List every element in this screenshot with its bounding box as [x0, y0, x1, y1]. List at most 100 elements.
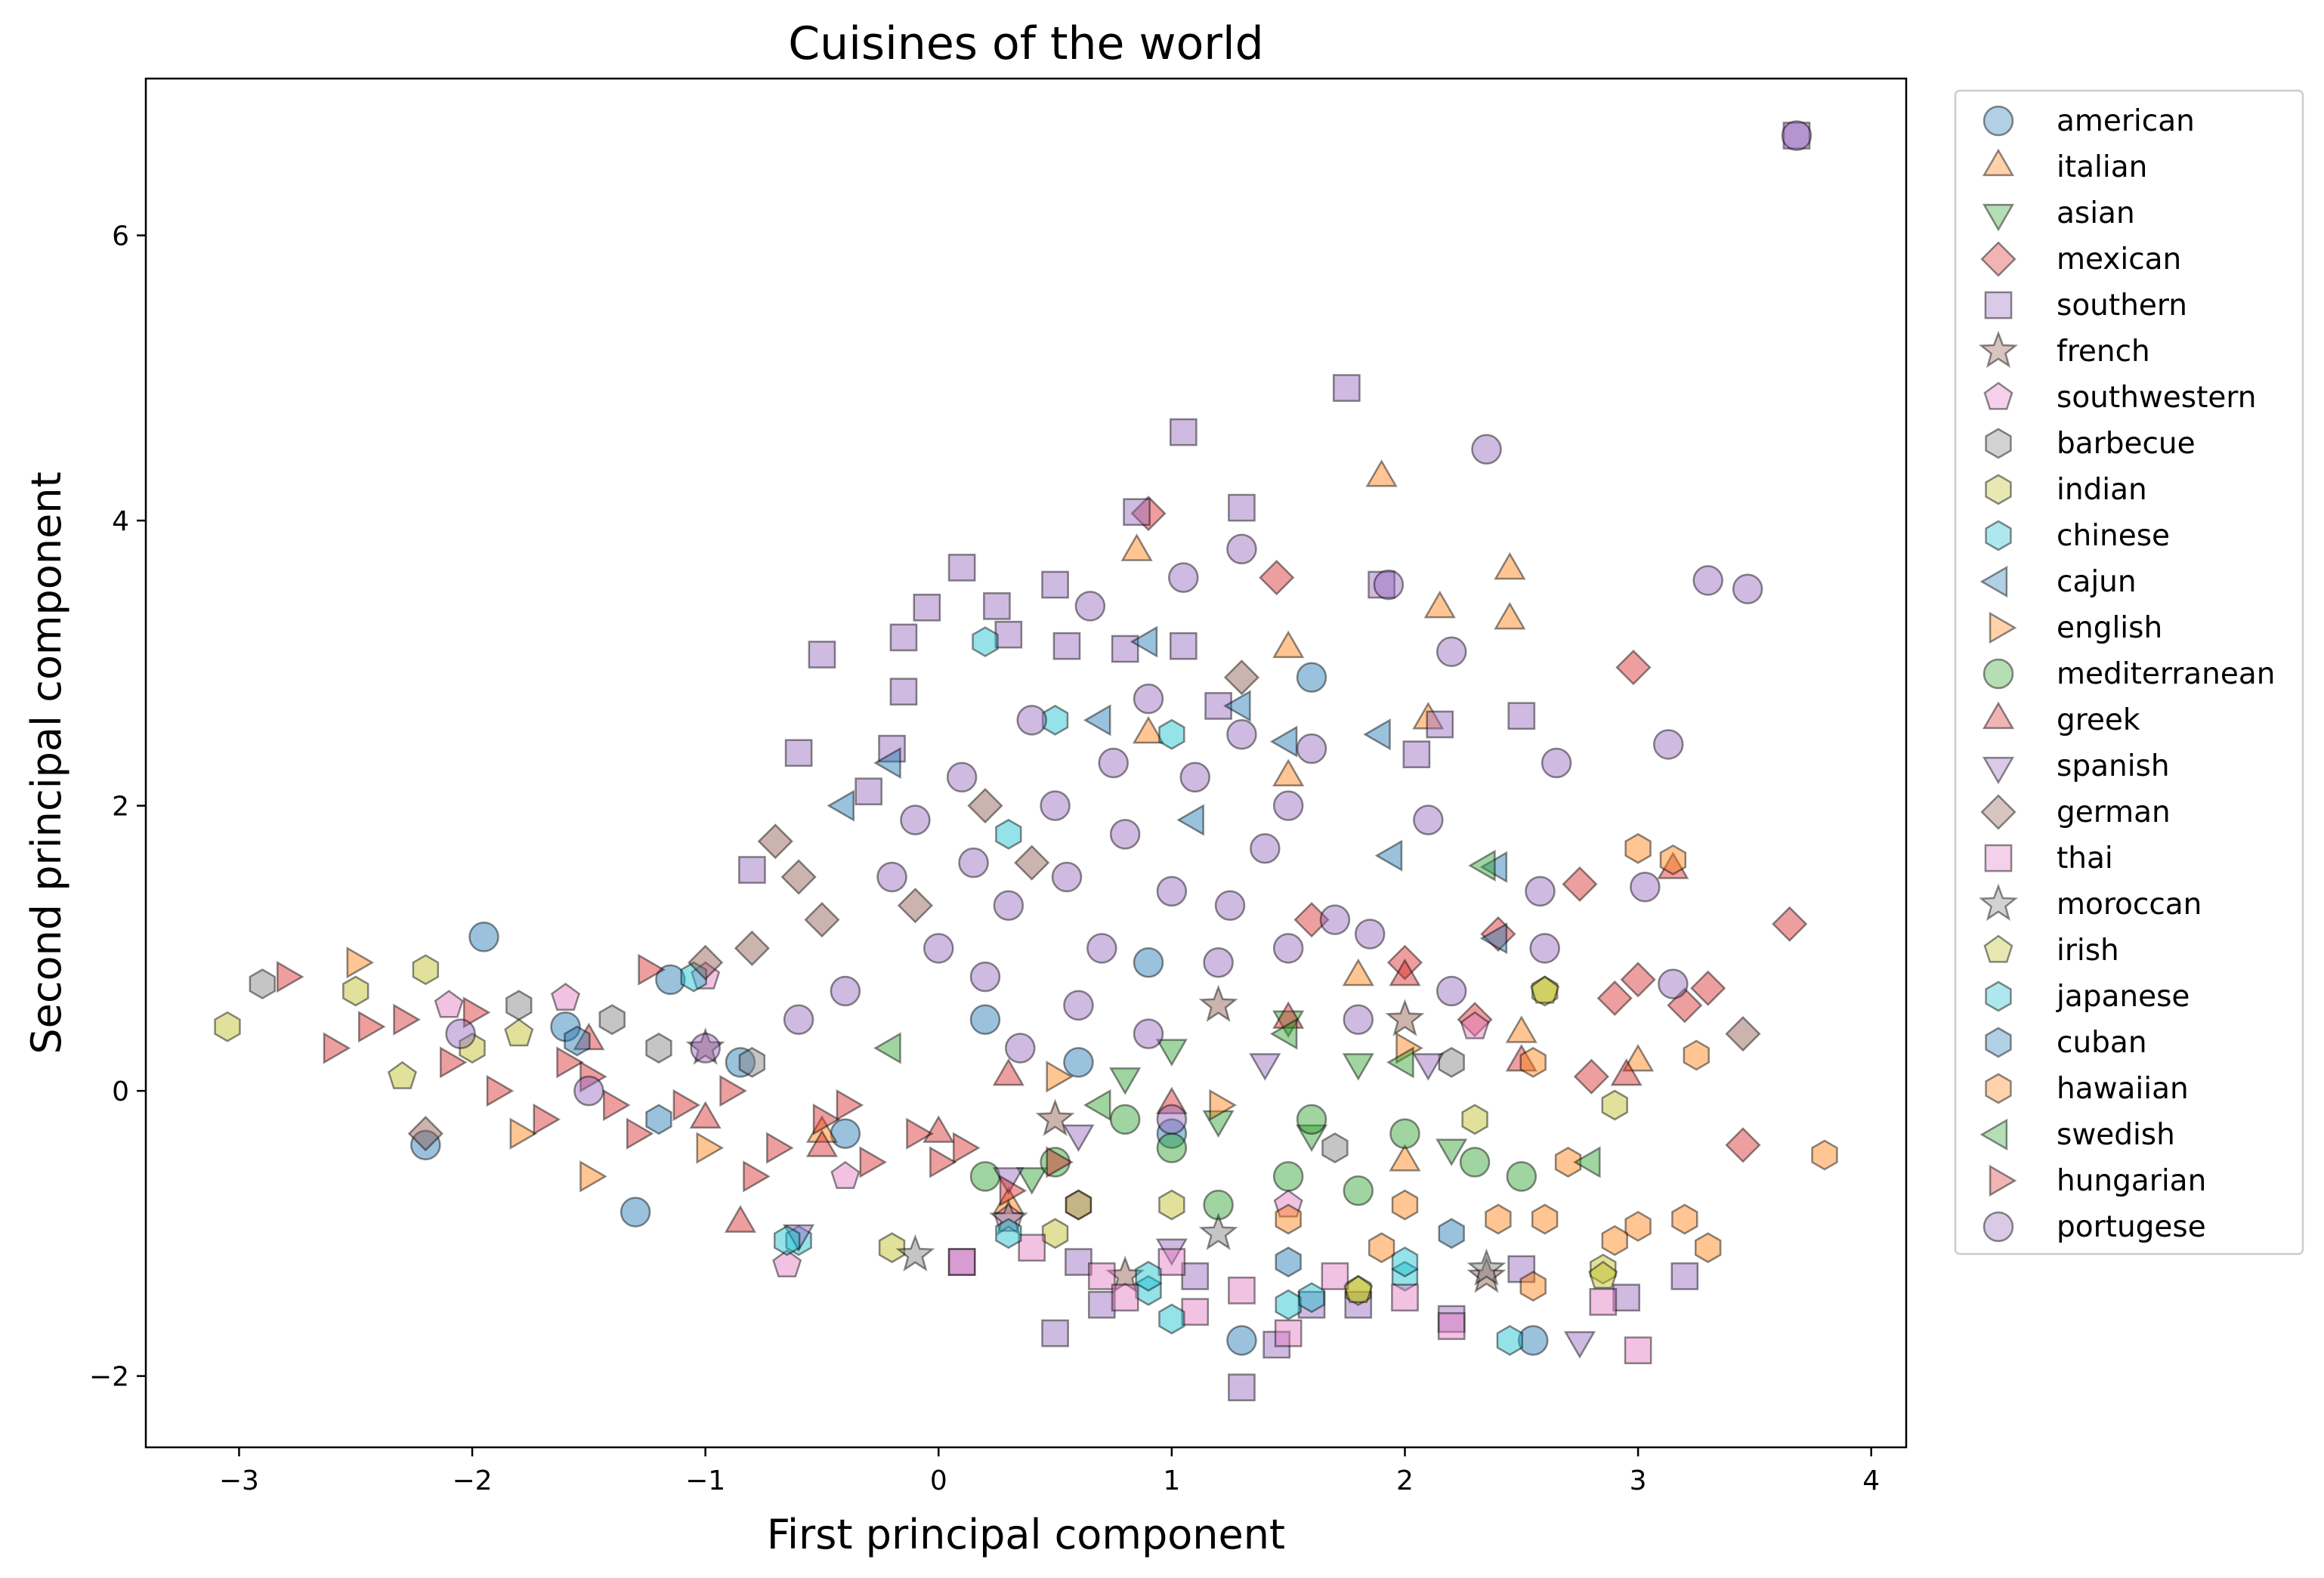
data-point: [434, 990, 464, 1018]
data-point: [784, 739, 813, 767]
data-point: [1620, 962, 1656, 998]
data-point: [1226, 1325, 1257, 1356]
data-point: [1471, 434, 1502, 465]
points-layer: [214, 120, 1838, 1402]
data-point: [1494, 551, 1526, 580]
series-spanish: [783, 1053, 1596, 1359]
plot-frame: [144, 77, 1908, 1449]
data-point: [830, 1160, 861, 1190]
series-irish: [387, 975, 1618, 1304]
data-point: [1412, 1053, 1445, 1081]
legend-item-spanish: spanish: [1982, 749, 2170, 785]
data-point: [929, 1146, 957, 1178]
data-point: [1485, 1203, 1512, 1235]
data-point: [1589, 1288, 1618, 1316]
data-point: [873, 746, 901, 780]
data-point: [969, 1161, 1001, 1192]
data-point: [995, 1218, 1022, 1249]
data-point: [738, 856, 766, 884]
data-point: [1374, 839, 1403, 872]
series-greek: [573, 851, 1689, 1233]
data-point: [1041, 704, 1069, 736]
legend-marker: [1983, 105, 2014, 137]
data-point: [1391, 1283, 1419, 1312]
y-tick-label: 6: [112, 221, 129, 252]
data-point: [1344, 1290, 1373, 1319]
legend-item-english: english: [1989, 611, 2162, 645]
data-point: [1624, 1210, 1652, 1242]
data-point: [757, 823, 793, 860]
data-point: [1130, 496, 1167, 532]
data-point: [1531, 975, 1559, 1007]
data-point: [889, 678, 918, 706]
data-point: [440, 1046, 468, 1079]
data-point: [994, 620, 1023, 649]
data-point: [783, 1224, 815, 1252]
data-point: [1228, 1277, 1256, 1305]
data-point: [1228, 1373, 1256, 1402]
data-point: [462, 996, 491, 1029]
data-point: [1156, 1104, 1188, 1135]
data-point: [1658, 968, 1689, 999]
data-point: [804, 902, 840, 938]
data-point: [946, 761, 978, 793]
legend-label: portugese: [2057, 1210, 2206, 1244]
data-point: [680, 961, 707, 993]
legend-marker: [1980, 794, 2017, 830]
data-point: [773, 1224, 801, 1256]
series-southwestern: [434, 961, 1490, 1278]
legend-label: indian: [2057, 473, 2147, 507]
legend-item-italian: italian: [1982, 148, 2147, 184]
legend-item-barbecue: barbecue: [1985, 427, 2196, 461]
data-point: [1683, 1039, 1710, 1071]
data-point: [1083, 704, 1111, 737]
data-point: [1275, 1289, 1302, 1320]
data-point: [1391, 1261, 1419, 1292]
data-point: [1391, 1189, 1419, 1221]
data-point: [573, 1022, 605, 1051]
data-point: [1155, 1238, 1188, 1267]
data-point: [1015, 1167, 1048, 1195]
legend-item-french: french: [1979, 330, 2150, 369]
legend-marker: [1982, 203, 2015, 232]
data-point: [1466, 1248, 1507, 1286]
legend-marker: [1985, 474, 2012, 505]
series-hungarian: [276, 953, 1074, 1207]
data-point: [1041, 1319, 1069, 1348]
data-point: [1135, 1261, 1162, 1292]
data-point: [691, 961, 721, 990]
data-point: [564, 1025, 591, 1057]
legend-item-cajun: cajun: [1979, 565, 2137, 599]
series-indian: [214, 954, 1628, 1306]
data-point: [655, 964, 686, 996]
data-point: [1123, 498, 1151, 527]
data-point: [808, 641, 836, 669]
data-point: [1782, 122, 1811, 150]
data-point: [357, 1011, 386, 1043]
data-point: [1690, 970, 1726, 1006]
data-point: [387, 1061, 418, 1089]
legend-marker: [1982, 701, 2015, 730]
data-point: [1111, 635, 1139, 663]
legend-label: moroccan: [2057, 888, 2202, 922]
legend-item-american: american: [1983, 104, 2195, 138]
data-point: [1461, 1104, 1488, 1135]
data-point: [1156, 1118, 1188, 1149]
data-point: [719, 1075, 747, 1107]
legend-label: french: [2057, 335, 2150, 369]
data-point: [1109, 819, 1141, 850]
legend-label: english: [2057, 611, 2162, 645]
data-point: [1342, 958, 1374, 987]
legend-marker: [1985, 428, 2012, 459]
data-point: [1436, 975, 1467, 1007]
data-point: [1105, 1255, 1145, 1293]
data-point: [1272, 790, 1304, 821]
legend-label: mexican: [2057, 242, 2181, 276]
series-mexican: [1130, 496, 1808, 1163]
data-point: [626, 1117, 654, 1150]
data-point: [1250, 833, 1281, 864]
data-point: [1169, 632, 1198, 660]
data-point: [992, 1167, 1024, 1195]
data-point: [1321, 1262, 1349, 1290]
